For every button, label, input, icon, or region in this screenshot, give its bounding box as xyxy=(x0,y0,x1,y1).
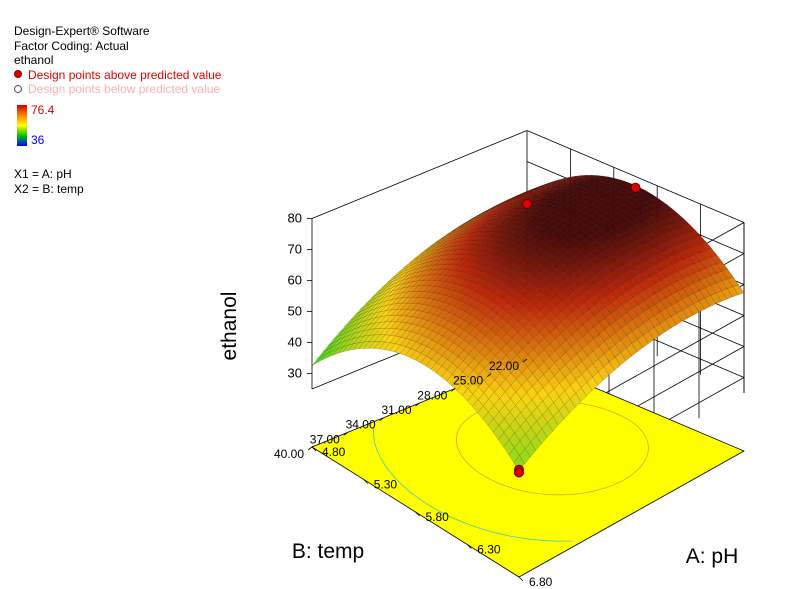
y-tick-label: 22.00 xyxy=(489,359,519,373)
y-tick-label: 28.00 xyxy=(417,388,447,402)
surface-patch xyxy=(311,355,323,366)
grid-line xyxy=(311,130,528,219)
legend-below-label: Design points below predicted value xyxy=(28,82,221,96)
z-tick-label: 30 xyxy=(288,366,302,381)
x-axis-title: A: pH xyxy=(686,545,739,568)
z-tick-label: 50 xyxy=(288,304,302,319)
response-name: ethanol xyxy=(14,53,54,67)
z-tick-label: 40 xyxy=(288,335,302,350)
z-tick-label: 80 xyxy=(288,211,302,226)
x-tick-label: 4.80 xyxy=(322,445,346,459)
design-point xyxy=(630,182,641,193)
response-surface xyxy=(311,175,745,472)
color-scale-min: 36 xyxy=(31,133,45,147)
x-tick-label: 6.80 xyxy=(529,575,553,589)
grid-line xyxy=(526,130,745,223)
y-tick-label: 31.00 xyxy=(381,403,411,417)
y-axis-title: B: temp xyxy=(292,540,364,563)
z-tick-label: 70 xyxy=(288,242,302,257)
hollow-dot-icon xyxy=(14,84,22,93)
x-tick-label: 6.30 xyxy=(477,543,501,557)
legend-above: Design points above predicted value xyxy=(14,68,221,83)
factor-list: X1 = A: pH X2 = B: temp xyxy=(14,167,84,196)
legend-below: Design points below predicted value xyxy=(14,82,221,97)
legend-info: Design-Expert® Software Factor Coding: A… xyxy=(14,24,221,97)
y-tick-label: 34.00 xyxy=(346,418,376,432)
factor-x2: X2 = B: temp xyxy=(14,181,84,196)
design-points xyxy=(514,182,641,478)
axes: 30 40 50 60 70 80 4.80 5.30 5.80 6.30 6.80 22.00 25.… xyxy=(218,211,738,589)
contour-line xyxy=(373,427,573,542)
design-point xyxy=(514,467,524,478)
design-point xyxy=(522,199,532,209)
color-scale-bar xyxy=(17,105,27,146)
red-dot-icon xyxy=(14,70,22,79)
y-tick-label: 37.00 xyxy=(310,432,340,446)
color-scale-max: 76.4 xyxy=(31,103,55,117)
software-name: Design-Expert® Software xyxy=(14,24,150,38)
factor-x1: X1 = A: pH xyxy=(14,167,72,181)
x-tick-label: 5.30 xyxy=(374,478,398,492)
factor-coding: Factor Coding: Actual xyxy=(14,38,129,53)
z-axis-title: ethanol xyxy=(218,292,241,361)
x-tick-label: 5.80 xyxy=(426,510,450,524)
y-tick-label: 25.00 xyxy=(453,374,483,388)
legend-above-label: Design points above predicted value xyxy=(28,67,222,82)
y-tick-label: 40.00 xyxy=(274,447,304,461)
z-tick-label: 60 xyxy=(288,273,302,288)
